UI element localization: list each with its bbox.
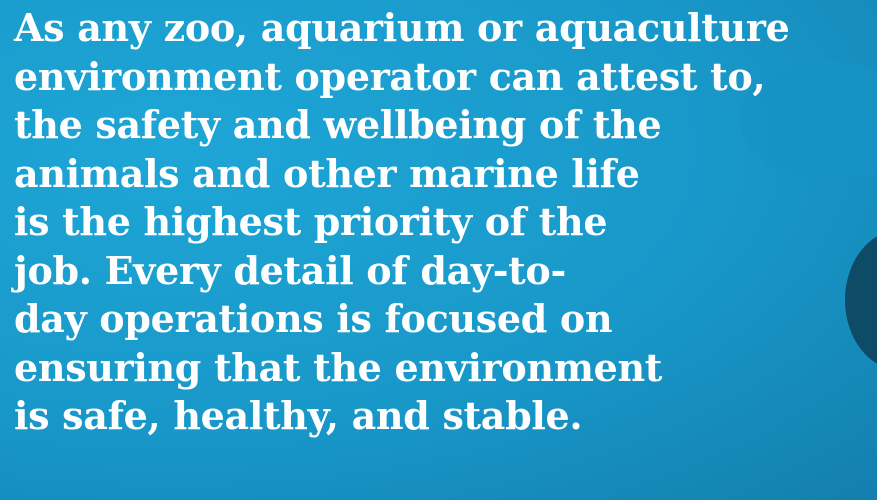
text-line: day operations is focused on xyxy=(14,296,613,341)
text-line: job. Every detail of day-to- xyxy=(14,247,566,293)
dark-shape xyxy=(845,236,877,364)
text-line: is the highest priority of the xyxy=(14,199,608,244)
text-line: ensuring that the environment xyxy=(14,344,663,390)
text-line: As any zoo, aquarium or aquaculture xyxy=(14,5,790,50)
text-line: animals and other marine life xyxy=(14,150,640,196)
text-line: is safe, healthy, and stable. xyxy=(14,393,583,438)
paragraph: As any zoo, aquarium or aquaculture envir… xyxy=(14,4,790,441)
text-line: the safety and wellbeing of the xyxy=(14,102,662,147)
text-line: environment operator can attest to, xyxy=(14,53,766,99)
light-patch xyxy=(740,60,877,180)
